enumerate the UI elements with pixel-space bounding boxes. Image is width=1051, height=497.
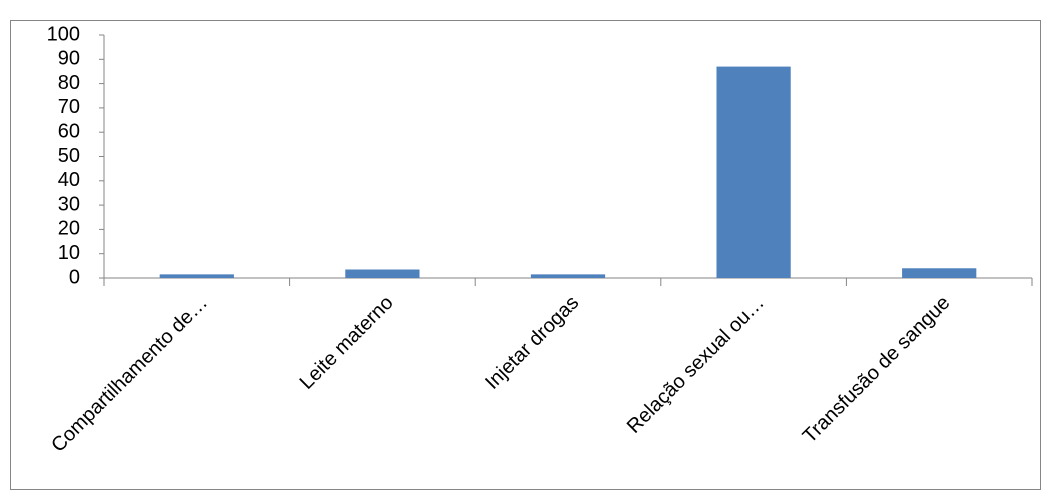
- bar: [902, 268, 977, 278]
- y-tick-label: 10: [58, 242, 80, 264]
- bar: [716, 66, 791, 278]
- y-tick-label: 60: [58, 120, 80, 142]
- bar: [530, 274, 606, 278]
- bar: [345, 269, 420, 278]
- y-tick-label: 100: [47, 23, 80, 45]
- y-tick-label: 30: [58, 193, 80, 215]
- y-tick-label: 20: [58, 218, 80, 240]
- y-tick-label: 80: [58, 72, 80, 94]
- y-tick-label: 40: [58, 169, 80, 191]
- y-tick-label: 0: [69, 266, 80, 288]
- y-tick-label: 50: [58, 145, 80, 167]
- chart-border: [10, 20, 1041, 490]
- y-tick-label: 70: [58, 96, 80, 118]
- y-tick-label: 90: [58, 48, 80, 70]
- bar: [159, 274, 234, 278]
